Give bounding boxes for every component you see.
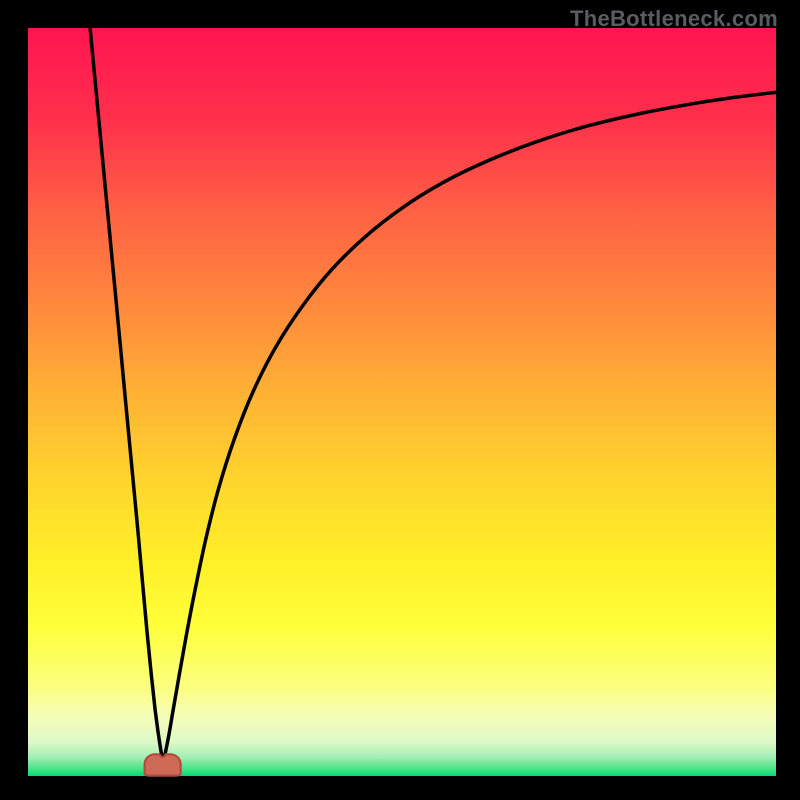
chart-root: TheBottleneck.com	[0, 0, 800, 800]
min-notch-marker	[145, 754, 181, 775]
bottleneck-chart	[0, 0, 800, 800]
watermark-label: TheBottleneck.com	[570, 6, 778, 32]
